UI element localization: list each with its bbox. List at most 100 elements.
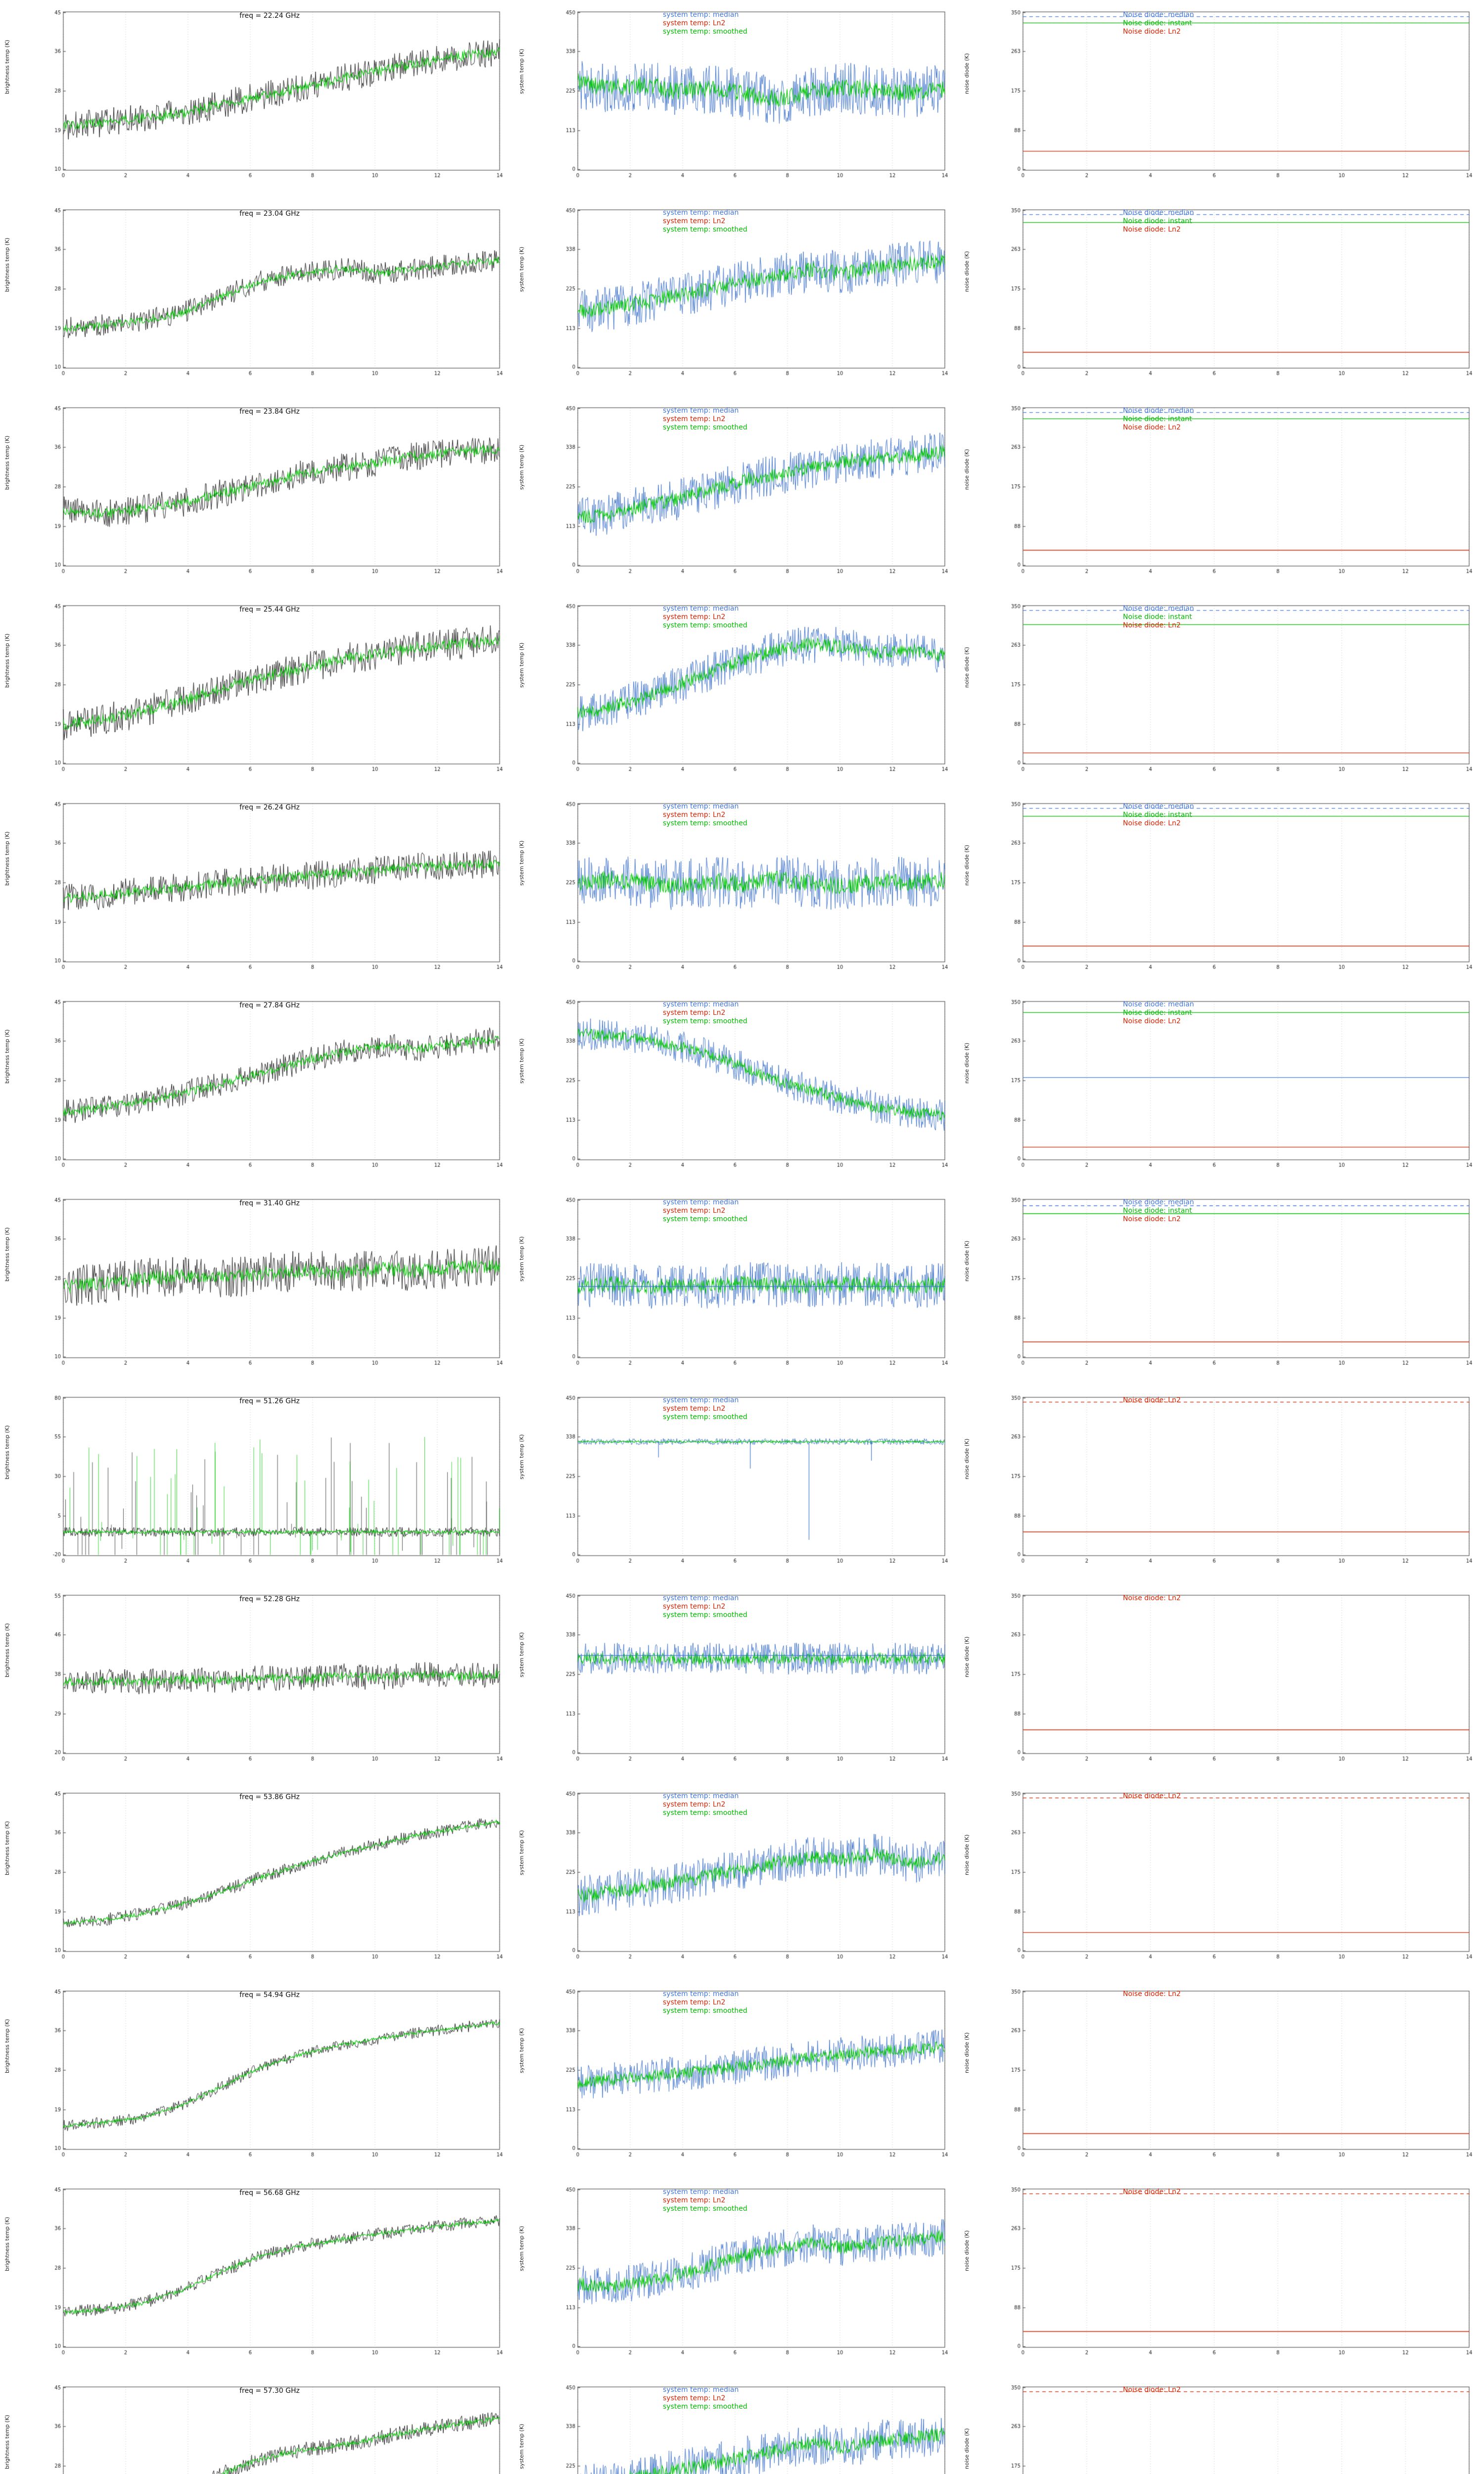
- legend-entry: Noise diode: instant: [1123, 1207, 1192, 1215]
- legend-entry: system temp: Ln2: [663, 2196, 726, 2204]
- y-axis-label: brightness temp (K): [4, 1227, 10, 1282]
- legend-entry: system temp: median: [663, 1792, 739, 1800]
- plot-cell-col3-row8: noise diode (K) Noise diode: Ln2: [960, 1583, 1484, 1781]
- y-axis-label: system temp (K): [518, 2424, 525, 2469]
- legend-entry: Noise diode: Ln2: [1123, 621, 1181, 629]
- legend-entry: system temp: median: [663, 1000, 739, 1008]
- plot-canvas-col1-row10: [35, 1986, 505, 2164]
- legend-entry: system temp: median: [663, 1594, 739, 1602]
- plot-cell-col3-row9: noise diode (K) Noise diode: Ln2: [960, 1781, 1484, 1979]
- legend-entry: Noise diode: instant: [1123, 613, 1192, 621]
- plot-canvas-col2-row7: [549, 1392, 950, 1570]
- y-axis-label: system temp (K): [518, 642, 525, 688]
- plot-legend: Noise diode: median Noise diode: instant N…: [1123, 407, 1194, 432]
- legend-entry: system temp: smoothed: [663, 424, 747, 431]
- plot-cell-col2-row4: system temp (K) system temp: median system…: [514, 792, 960, 990]
- legend-entry: system temp: median: [663, 605, 739, 613]
- plot-canvas-col2-row3: [549, 601, 950, 779]
- plot-cell-col1-row10: brightness temp (K) freq = 54.94 GHz: [0, 1979, 514, 2177]
- legend-entry: system temp: median: [663, 2386, 739, 2394]
- plot-canvas-col2-row4: [549, 799, 950, 977]
- y-axis-label: noise diode (K): [964, 1438, 970, 1479]
- legend-entry: Noise diode: median: [1123, 605, 1194, 613]
- plot-row: brightness temp (K) freq = 31.40 GHz syste…: [0, 1188, 1484, 1385]
- y-axis-label: brightness temp (K): [4, 2217, 10, 2271]
- plot-canvas-col1-row4: [35, 799, 505, 977]
- plot-legend: Noise diode: Ln2: [1123, 1594, 1181, 1603]
- plot-title: freq = 56.68 GHz: [239, 2189, 300, 2197]
- plot-canvas-col1-row6: [35, 1194, 505, 1373]
- plot-legend: system temp: median system temp: Ln2 syste…: [663, 803, 747, 828]
- y-axis-label: brightness temp (K): [4, 633, 10, 688]
- plot-row: brightness temp (K) freq = 57.30 GHz syste…: [0, 2375, 1484, 2474]
- plot-canvas-col2-row12: [549, 2382, 950, 2474]
- plot-canvas-col3-row6: [994, 1194, 1474, 1373]
- y-axis-label: noise diode (K): [964, 251, 970, 292]
- plot-canvas-col3-row1: [994, 205, 1474, 383]
- plot-canvas-col3-row8: [994, 1590, 1474, 1768]
- plot-canvas-col3-row9: [994, 1788, 1474, 1966]
- plot-title: freq = 22.24 GHz: [239, 12, 300, 20]
- plot-legend: Noise diode: Ln2: [1123, 1990, 1181, 1998]
- plot-row: brightness temp (K) freq = 22.24 GHz syste…: [0, 0, 1484, 198]
- legend-entry: Noise diode: median: [1123, 11, 1194, 19]
- plot-canvas-col1-row9: [35, 1788, 505, 1966]
- plot-canvas-col1-row5: [35, 997, 505, 1175]
- legend-entry: system temp: smoothed: [663, 28, 747, 36]
- legend-entry: system temp: Ln2: [663, 1009, 726, 1017]
- y-axis-label: system temp (K): [518, 1236, 525, 1282]
- plot-legend: Noise diode: Ln2: [1123, 1792, 1181, 1801]
- plot-cell-col3-row6: noise diode (K) Noise diode: median Noise …: [960, 1188, 1484, 1385]
- plot-row: brightness temp (K) freq = 27.84 GHz syste…: [0, 990, 1484, 1188]
- plot-cell-col3-row0: noise diode (K) Noise diode: median Noise …: [960, 0, 1484, 198]
- plot-legend: system temp: median system temp: Ln2 syste…: [663, 407, 747, 432]
- plot-row: brightness temp (K) freq = 23.84 GHz syste…: [0, 396, 1484, 594]
- plot-canvas-col3-row11: [994, 2184, 1474, 2362]
- plot-cell-col2-row0: system temp (K) system temp: median system…: [514, 0, 960, 198]
- legend-entry: system temp: Ln2: [663, 613, 726, 621]
- plot-title: freq = 53.86 GHz: [239, 1793, 300, 1801]
- legend-entry: system temp: Ln2: [663, 217, 726, 225]
- plot-canvas-col2-row0: [549, 7, 950, 185]
- plot-legend: system temp: median system temp: Ln2 syste…: [663, 1198, 747, 1224]
- plot-canvas-col2-row11: [549, 2184, 950, 2362]
- y-axis-label: brightness temp (K): [4, 1623, 10, 1677]
- legend-entry: Noise diode: Ln2: [1123, 2386, 1181, 2394]
- legend-entry: Noise diode: Ln2: [1123, 28, 1181, 36]
- plot-canvas-col3-row10: [994, 1986, 1474, 2164]
- plot-row: brightness temp (K) freq = 53.86 GHz syste…: [0, 1781, 1484, 1979]
- plot-legend: Noise diode: Ln2: [1123, 2188, 1181, 2196]
- plot-row: brightness temp (K) freq = 56.68 GHz syste…: [0, 2177, 1484, 2375]
- y-axis-label: system temp (K): [518, 48, 525, 94]
- plot-cell-col3-row1: noise diode (K) Noise diode: median Noise …: [960, 198, 1484, 396]
- y-axis-label: brightness temp (K): [4, 435, 10, 490]
- plot-legend: Noise diode: median Noise diode: instant N…: [1123, 11, 1194, 36]
- plot-row: brightness temp (K) freq = 52.28 GHz syste…: [0, 1583, 1484, 1781]
- y-axis-label: noise diode (K): [964, 845, 970, 886]
- y-axis-label: brightness temp (K): [4, 2019, 10, 2073]
- plot-canvas-col2-row8: [549, 1590, 950, 1768]
- plot-cell-col3-row7: noise diode (K) Noise diode: Ln2: [960, 1385, 1484, 1583]
- y-axis-label: system temp (K): [518, 1632, 525, 1677]
- plot-canvas-col2-row10: [549, 1986, 950, 2164]
- plot-canvas-col2-row9: [549, 1788, 950, 1966]
- plot-legend: system temp: median system temp: Ln2 syste…: [663, 11, 747, 36]
- y-axis-label: brightness temp (K): [4, 831, 10, 886]
- plot-cell-col1-row0: brightness temp (K) freq = 22.24 GHz: [0, 0, 514, 198]
- y-axis-label: system temp (K): [518, 2028, 525, 2073]
- plot-cell-col2-row12: system temp (K) system temp: median system…: [514, 2375, 960, 2474]
- plot-cell-col2-row3: system temp (K) system temp: median system…: [514, 594, 960, 792]
- plot-title: freq = 23.04 GHz: [239, 210, 300, 218]
- legend-entry: Noise diode: Ln2: [1123, 1215, 1181, 1223]
- y-axis-label: system temp (K): [518, 246, 525, 292]
- plot-legend: system temp: median system temp: Ln2 syste…: [663, 1396, 747, 1422]
- legend-entry: Noise diode: Ln2: [1123, 2188, 1181, 2196]
- plot-legend: Noise diode: median Noise diode: instant N…: [1123, 209, 1194, 234]
- plot-cell-col3-row2: noise diode (K) Noise diode: median Noise …: [960, 396, 1484, 594]
- legend-entry: system temp: median: [663, 1990, 739, 1998]
- legend-entry: system temp: Ln2: [663, 415, 726, 423]
- plot-legend: system temp: median system temp: Ln2 syste…: [663, 1990, 747, 2015]
- legend-entry: system temp: smoothed: [663, 621, 747, 629]
- plot-row: brightness temp (K) freq = 25.44 GHz syste…: [0, 594, 1484, 792]
